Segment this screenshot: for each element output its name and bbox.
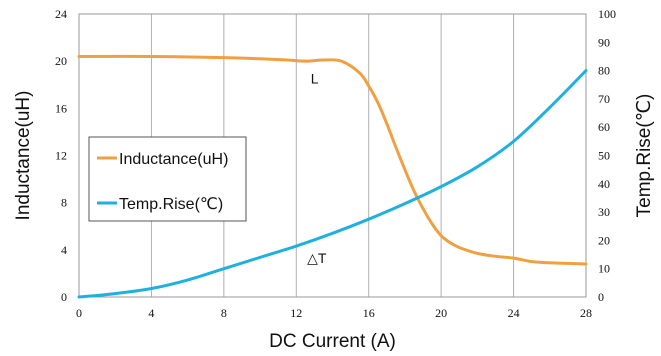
y2-tick-label: 40	[598, 177, 610, 191]
y2-tick-labels: 0 10 20 30 40 50 60 70 80 90 100	[598, 7, 616, 304]
temp-rise-line	[77, 69, 588, 299]
x-axis-title: DC Current (A)	[269, 331, 396, 352]
y2-tick-label: 10	[598, 262, 610, 276]
x-tick-label: 0	[76, 306, 82, 320]
y2-tick-label: 20	[598, 233, 610, 247]
y-tick-labels: 0 4 8 12 16 20 24	[55, 7, 67, 304]
x-tick-label: 4	[148, 306, 154, 320]
legend-box	[88, 136, 247, 222]
x-tick-label: 24	[508, 306, 520, 320]
y-tick-label: 8	[61, 196, 67, 210]
x-tick-label: 16	[363, 306, 375, 320]
y-tick-label: 16	[55, 101, 67, 115]
x-tick-label: 28	[580, 306, 592, 320]
series-lines	[77, 54, 588, 299]
y2-axis-title: Temp.Rise(℃)	[634, 94, 655, 218]
x-tick-labels: 0 4 8 12 16 20 24 28	[76, 306, 592, 320]
y2-tick-label: 50	[598, 149, 610, 163]
legend-label-temp-rise: Temp.Rise(℃)	[119, 196, 223, 213]
y2-tick-label: 90	[598, 35, 610, 49]
x-tick-label: 8	[221, 306, 227, 320]
y-tick-label: 24	[55, 7, 67, 21]
y2-tick-label: 60	[598, 120, 610, 134]
y-axis-title: Inductance(uH)	[13, 91, 34, 221]
annotation-temp-rise: △T	[307, 250, 327, 266]
y-tick-label: 20	[55, 54, 67, 68]
y-tick-label: 0	[61, 290, 67, 304]
y2-tick-label: 80	[598, 64, 610, 78]
legend: Inductance(uH) Temp.Rise(℃)	[88, 136, 247, 222]
legend-label-inductance: Inductance(uH)	[119, 151, 228, 168]
inductance-line	[77, 54, 588, 266]
y-tick-label: 4	[61, 243, 67, 257]
y-tick-label: 12	[55, 149, 67, 163]
x-tick-label: 20	[435, 306, 447, 320]
y2-tick-label: 70	[598, 92, 610, 106]
plot-area-frame	[78, 13, 587, 298]
y2-tick-label: 0	[598, 290, 604, 304]
annotation-inductance: L	[311, 70, 319, 86]
x-tick-label: 12	[290, 306, 302, 320]
y2-tick-label: 100	[598, 7, 616, 21]
y2-tick-label: 30	[598, 205, 610, 219]
